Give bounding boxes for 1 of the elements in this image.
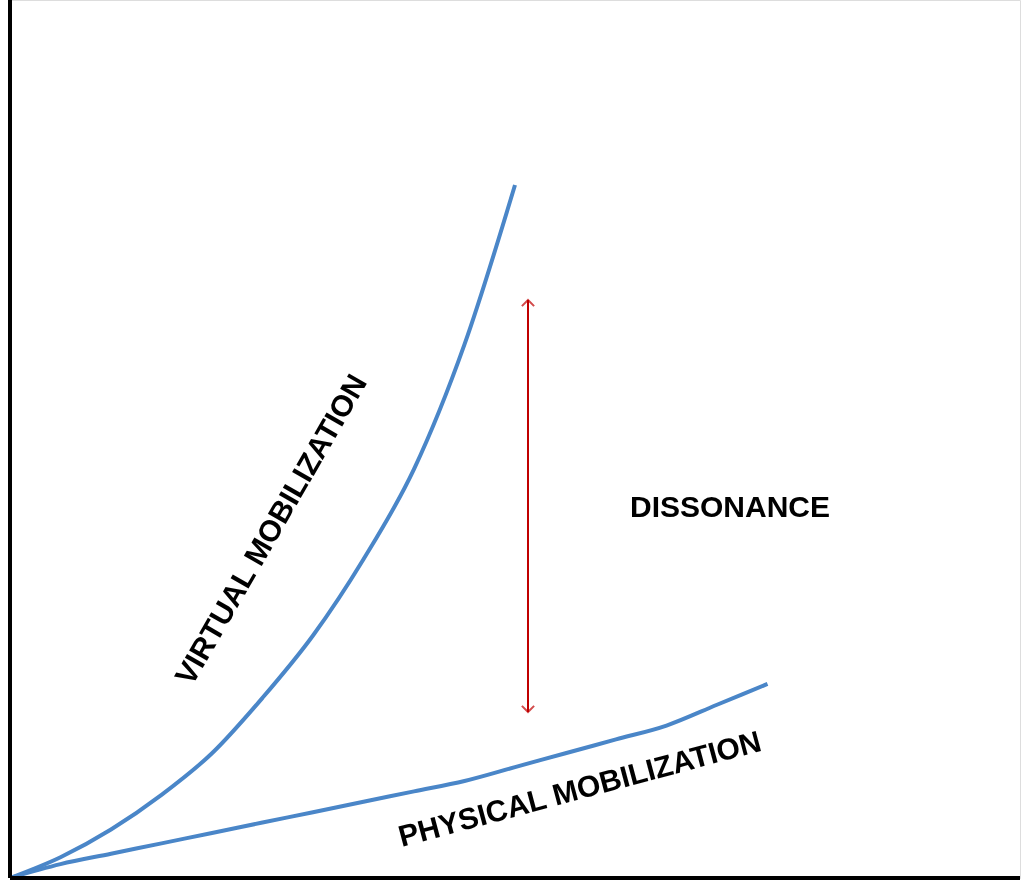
annotation: DISSONANCE bbox=[630, 490, 831, 523]
